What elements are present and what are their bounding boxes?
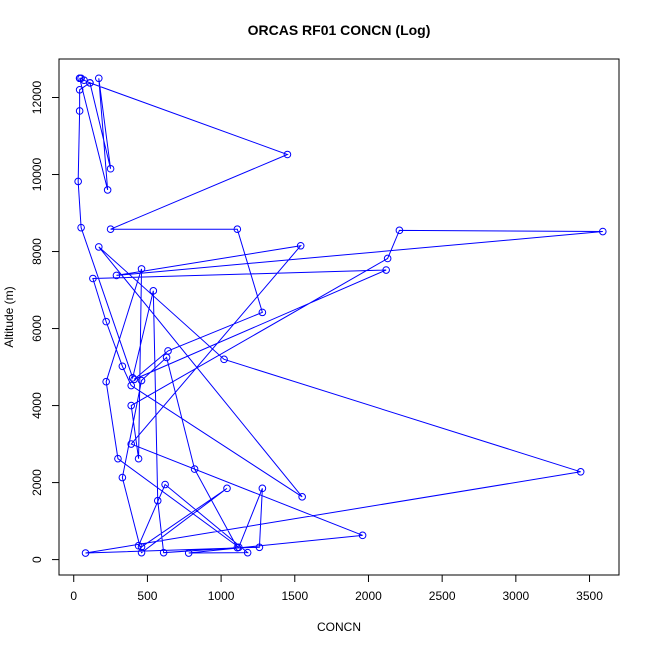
y-tick-label: 4000 — [30, 392, 44, 419]
series-line — [77, 77, 603, 554]
data-point — [130, 375, 138, 384]
y-axis-label: Altitude (m) — [2, 286, 16, 347]
x-tick-label: 3500 — [576, 589, 603, 603]
data-point — [102, 377, 110, 386]
data-point — [127, 401, 136, 410]
chart-title: ORCAS RF01 CONCN (Log) — [248, 22, 431, 38]
data-point — [598, 227, 607, 236]
data-point — [298, 493, 306, 501]
data-point — [103, 186, 112, 194]
data-point — [89, 274, 97, 283]
data-point — [106, 225, 115, 234]
data-point — [190, 465, 199, 473]
x-tick-label: 3000 — [502, 589, 529, 603]
y-tick-label: 2000 — [30, 469, 44, 496]
data-point — [114, 454, 122, 463]
data-point — [576, 468, 585, 476]
data-point — [75, 86, 84, 94]
data-point — [94, 74, 103, 83]
data-point — [127, 440, 136, 448]
data-point — [112, 271, 121, 280]
data-point — [137, 265, 146, 273]
data-point — [223, 484, 231, 493]
data-point — [161, 480, 169, 489]
data-point — [77, 223, 85, 232]
data-point — [382, 266, 390, 274]
data-point — [283, 150, 292, 159]
data-point — [184, 549, 193, 557]
x-tick-label: 0 — [70, 589, 77, 603]
x-axis: 0 500 1000 1500 2000 2500 3000 3500 — [70, 575, 603, 603]
data-point — [86, 79, 94, 87]
data-point — [128, 374, 137, 382]
data-point — [118, 473, 127, 482]
data-point — [255, 543, 264, 552]
x-tick-label: 2500 — [429, 589, 456, 603]
x-axis-label: CONCN — [317, 620, 361, 634]
x-tick-label: 2000 — [355, 589, 382, 603]
y-tick-label: 10000 — [30, 158, 44, 192]
data-point — [233, 543, 242, 552]
y-axis: 0 2000 4000 6000 8000 10000 12000 — [30, 80, 59, 563]
data-point — [127, 381, 136, 390]
data-point — [358, 531, 367, 540]
y-tick-label: 0 — [30, 556, 44, 563]
data-point — [159, 548, 168, 557]
data-point — [134, 454, 143, 463]
data-point — [395, 226, 404, 235]
data-point — [137, 543, 146, 551]
data-point — [243, 548, 252, 557]
data-point — [75, 74, 84, 83]
data-point — [81, 549, 90, 557]
x-tick-label: 500 — [137, 589, 157, 603]
data-point — [383, 254, 392, 263]
data-point — [233, 225, 242, 234]
data-point — [149, 287, 158, 295]
x-tick-label: 1500 — [281, 589, 308, 603]
y-tick-label: 8000 — [30, 238, 44, 265]
data-point — [94, 243, 103, 251]
data-point — [258, 308, 267, 317]
series — [74, 74, 607, 557]
data-point — [106, 164, 115, 173]
data-point — [137, 376, 146, 385]
y-tick-label: 12000 — [30, 80, 44, 114]
data-point — [137, 548, 146, 557]
data-point — [118, 362, 127, 371]
x-tick-label: 1000 — [208, 589, 235, 603]
data-point — [258, 484, 267, 493]
data-point — [220, 355, 228, 364]
data-point — [75, 107, 84, 115]
y-tick-label: 6000 — [30, 315, 44, 342]
data-point — [162, 353, 171, 362]
data-point — [296, 241, 305, 250]
data-point — [74, 177, 82, 186]
plot-frame — [58, 58, 620, 576]
data-point — [102, 317, 110, 326]
data-point — [153, 496, 162, 505]
